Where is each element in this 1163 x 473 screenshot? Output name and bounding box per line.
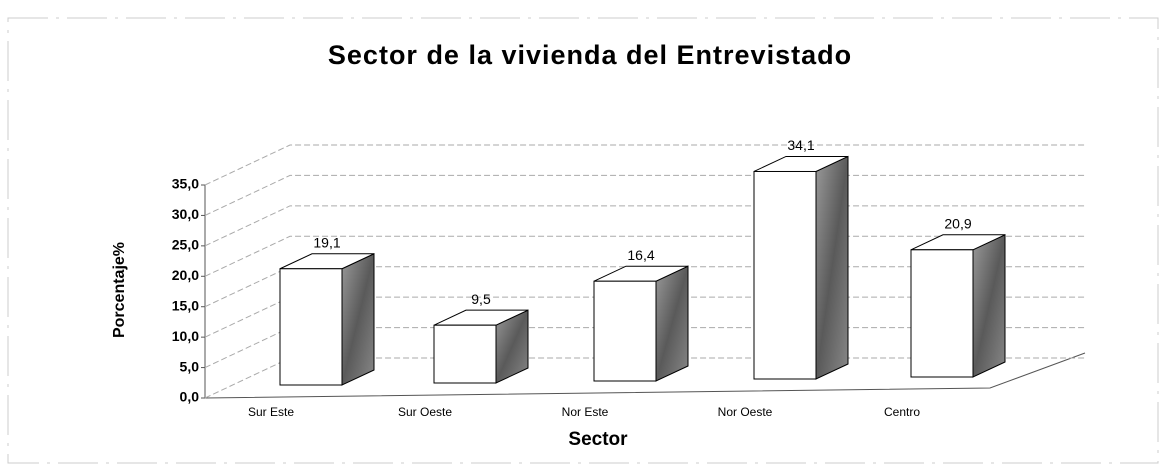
- x-tick-label: Nor Oeste: [718, 405, 773, 419]
- x-tick-label: Sur Oeste: [398, 405, 452, 419]
- chart-title: Sector de la vivienda del Entrevistado: [328, 40, 852, 70]
- y-tick-label: 5,0: [180, 358, 200, 374]
- x-tick-label: Sur Este: [248, 405, 294, 419]
- value-label: 34,1: [787, 137, 814, 153]
- y-tick-label: 20,0: [172, 267, 199, 283]
- value-label: 16,4: [627, 247, 654, 263]
- bar-side: [815, 155, 849, 380]
- x-tick-label: Nor Este: [562, 405, 609, 419]
- x-axis-label: Sector: [568, 429, 628, 450]
- frame: [7, 17, 1159, 464]
- bar-side: [655, 265, 689, 382]
- y-tick-label: 25,0: [172, 237, 199, 253]
- y-tick-label: 30,0: [172, 206, 199, 222]
- bar: [279, 268, 343, 386]
- value-label: 9,5: [471, 291, 491, 307]
- y-axis-label: Porcentaje%: [111, 242, 128, 338]
- bar-side: [972, 234, 1006, 378]
- value-label: 19,1: [313, 234, 340, 250]
- grid-line: [204, 144, 1085, 186]
- bar: [433, 324, 497, 384]
- floor: [204, 352, 1086, 399]
- value-label: 20,9: [944, 216, 971, 232]
- bar: [593, 280, 657, 382]
- bar: [753, 170, 817, 380]
- y-tick-label: 15,0: [172, 297, 199, 313]
- grid-line: [204, 174, 1085, 216]
- y-tick-label: 10,0: [172, 328, 199, 344]
- y-tick-label: 35,0: [172, 176, 199, 192]
- bar-side: [341, 252, 375, 386]
- y-tick-label: 0,0: [180, 389, 200, 405]
- bar: [910, 249, 974, 378]
- x-tick-label: Centro: [884, 405, 920, 419]
